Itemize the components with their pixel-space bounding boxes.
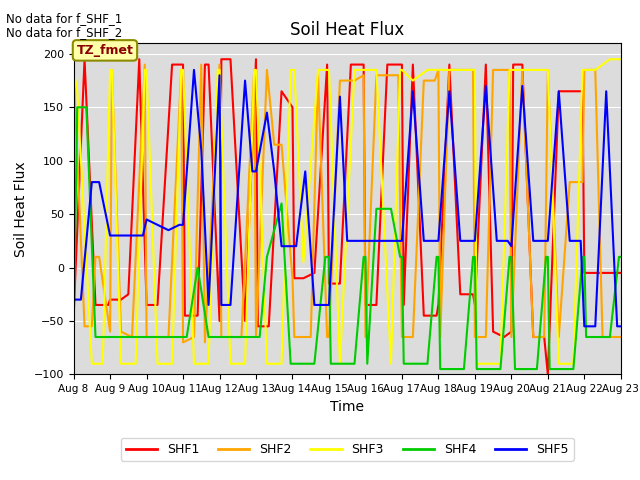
X-axis label: Time: Time	[330, 400, 364, 414]
Text: No data for f_SHF_2: No data for f_SHF_2	[6, 26, 123, 39]
Text: No data for f_SHF_1: No data for f_SHF_1	[6, 12, 123, 25]
Title: Soil Heat Flux: Soil Heat Flux	[290, 21, 404, 39]
Text: TZ_fmet: TZ_fmet	[77, 44, 133, 57]
Legend: SHF1, SHF2, SHF3, SHF4, SHF5: SHF1, SHF2, SHF3, SHF4, SHF5	[120, 438, 574, 461]
Y-axis label: Soil Heat Flux: Soil Heat Flux	[14, 161, 28, 257]
